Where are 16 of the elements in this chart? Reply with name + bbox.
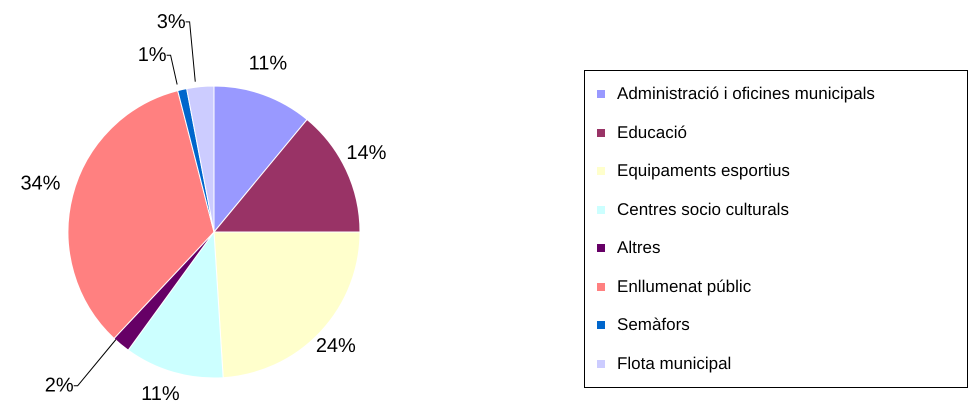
data-label: 1%: [138, 44, 167, 66]
legend-label: Equipaments esportius: [617, 161, 790, 182]
legend-label: Semàfors: [617, 315, 690, 336]
data-label: 11%: [248, 52, 288, 74]
data-label: 11%: [141, 383, 180, 403]
legend-label: Centres socio culturals: [617, 200, 789, 220]
data-label: 34%: [20, 172, 61, 195]
legend-label: Enllumenat públic: [617, 276, 752, 297]
legend-label: Flota municipal: [617, 354, 732, 374]
data-label: 3%: [156, 10, 186, 33]
legend-label: Altres: [617, 238, 660, 258]
legend-label: Educació: [617, 122, 687, 143]
data-label: 14%: [346, 142, 387, 164]
data-label: 2%: [44, 374, 74, 397]
legend-label: Administració i oficines municipals: [617, 84, 875, 104]
data-label: 24%: [316, 335, 356, 358]
